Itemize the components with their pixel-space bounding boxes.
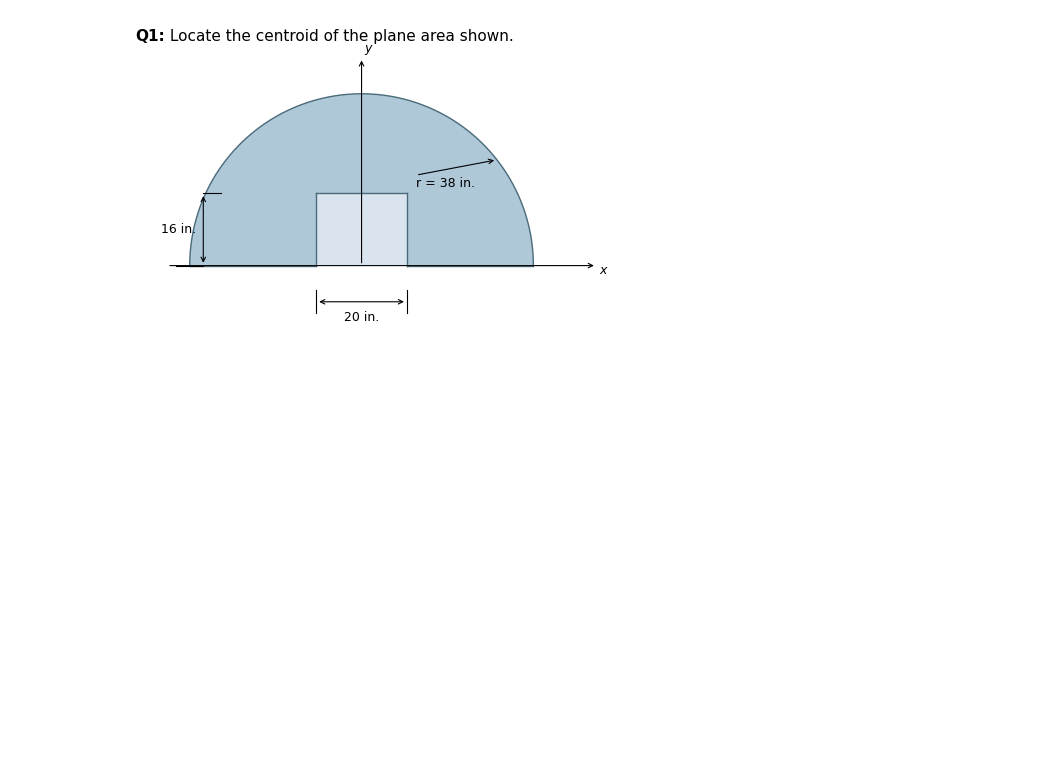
- Text: Q1:: Q1:: [135, 29, 166, 43]
- Text: 16 in.: 16 in.: [162, 223, 197, 236]
- Text: x: x: [599, 264, 606, 277]
- Text: y: y: [364, 43, 371, 56]
- Text: r = 38 in.: r = 38 in.: [416, 178, 475, 190]
- Polygon shape: [190, 94, 534, 266]
- Text: Locate the centroid of the plane area shown.: Locate the centroid of the plane area sh…: [165, 29, 514, 43]
- Polygon shape: [317, 193, 406, 266]
- Text: 20 in.: 20 in.: [344, 311, 379, 324]
